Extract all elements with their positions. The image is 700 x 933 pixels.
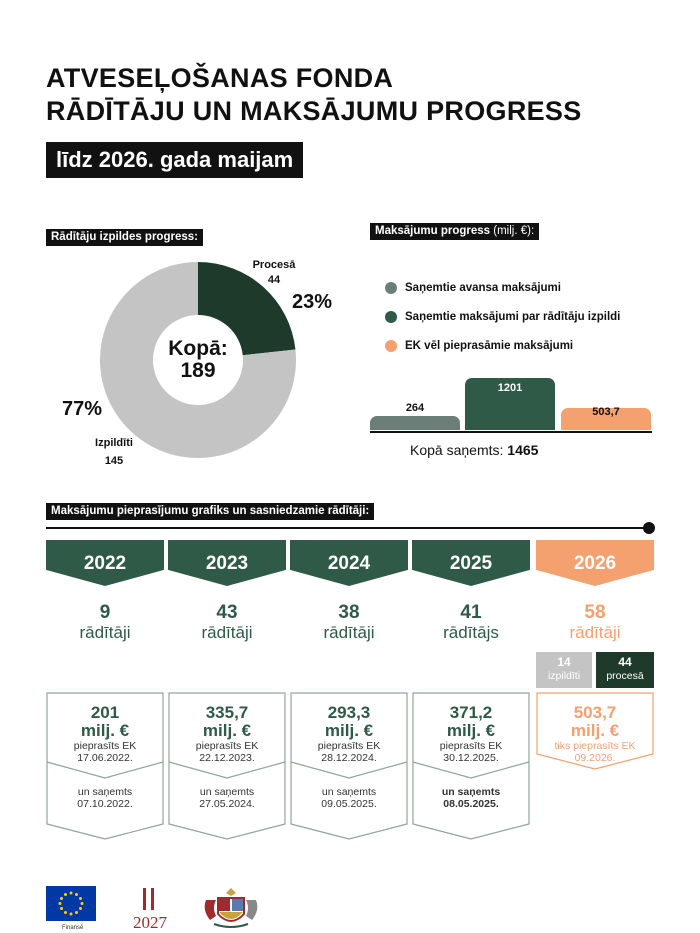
payment-amount-2026: 503,7 milj. € [570, 703, 620, 740]
payment-request-2026: tiks pieprasīts EK 09.2026. [554, 740, 636, 764]
payment-bar-pending [561, 408, 651, 430]
eu-flag-logo [46, 886, 96, 921]
schedule-section-label: Maksājumu pieprasījumu grafiks un sasnie… [46, 503, 375, 520]
split-completed-label: izpildīti [547, 670, 581, 682]
legend-dot-pending [385, 340, 397, 352]
split-completed-box: 14 izpildīti [536, 652, 592, 688]
payment-request-2025: pieprasīts EK 30.12.2025. [439, 740, 503, 764]
in-progress-count: 44 [267, 274, 281, 286]
payments-label-text: Maksājumu progress [375, 225, 491, 237]
payments-total-label: Kopā saņemts: [410, 442, 504, 458]
completed-count: 145 [104, 455, 124, 467]
indicator-count-2023: 43 [216, 602, 238, 623]
in-progress-label: Procesā 44 [246, 258, 302, 288]
title-line-1: ATVESEĻOŠANAS FONDA [46, 63, 394, 93]
payment-request-2023: pieprasīts EK 22.12.2023. [195, 740, 259, 764]
year-box-2022: 2022 [46, 540, 164, 586]
year-box-2025: 2025 [412, 540, 530, 586]
payment-card-frame-2022 [46, 692, 164, 840]
legend-label-indicator-payments: Saņemtie maksājumi par rādītāju izpildi [405, 311, 621, 323]
payment-received-2025: un saņemts 08.05.2025. [441, 786, 501, 810]
payment-bar-label-pending: 503,7 [592, 406, 620, 418]
coat-of-arms-icon [204, 888, 258, 928]
split-in-progress-label: procesā [606, 670, 644, 682]
legend-item-advance: Saņemtie avansa maksājumi [385, 282, 561, 294]
split-completed-value: 14 [557, 655, 571, 669]
payment-card-frame-2026 [536, 692, 654, 770]
donut-slice-in-progress [198, 262, 296, 356]
logo-2027-icon: 2027 [133, 888, 168, 932]
payment-request-2022: pieprasīts EK 17.06.2022. [73, 740, 137, 764]
payment-card-frame-2024 [290, 692, 408, 840]
in-progress-percent: 23% [292, 291, 333, 313]
title-line-2: RĀDĪTĀJU UN MAKSĀJUMU PROGRESS [46, 96, 582, 126]
year-box-2026: 2026 [536, 540, 654, 586]
payment-request-2024: pieprasīts EK 28.12.2024. [317, 740, 381, 764]
payment-received-2024: un saņemts 09.05.2025. [321, 786, 377, 810]
completed-label: Izpildīti 145 [86, 436, 142, 469]
completed-percent: 77% [62, 398, 103, 420]
indicator-unit-2026: rādītāji [569, 623, 621, 642]
payment-amount-2025: 371,2 milj. € [446, 703, 496, 740]
donut-total-value: 189 [180, 359, 216, 382]
payment-amount-2023: 335,7 milj. € [202, 703, 252, 740]
indicators-donut-chart: Kopā: 189 [100, 262, 296, 458]
payment-bar-label-indicator-payments: 1201 [497, 382, 523, 394]
donut-center: Kopā: 189 [100, 262, 296, 458]
in-progress-label-text: Procesā [252, 259, 296, 271]
payment-card-2022: 201 milj. € pieprasīts EK 17.06.2022. un saņ… [46, 692, 164, 840]
indicator-count-2026: 58 [584, 602, 606, 623]
payment-amount-2024: 293,3 milj. € [324, 703, 374, 740]
payment-card-2023: 335,7 milj. € pieprasīts EK 22.12.2023. un s… [168, 692, 286, 840]
indicator-unit-2025: rādītājs [443, 623, 499, 642]
payment-received-2022: un saņemts 07.10.2022. [77, 786, 133, 810]
split-in-progress-value: 44 [618, 655, 632, 669]
year-box-2024: 2024 [290, 540, 408, 586]
payment-received-2023: un saņemts 27.05.2024. [199, 786, 255, 810]
svg-text:2027: 2027 [133, 913, 168, 932]
timeline-line [46, 527, 650, 529]
page-subtitle: līdz 2026. gada maijam [46, 142, 304, 178]
payments-section-label: Maksājumu progress (milj. €): [370, 223, 540, 240]
indicator-count-2025: 41 [460, 602, 482, 623]
legend-dot-advance [385, 282, 397, 294]
payment-bar-indicator-payments [465, 378, 555, 430]
donut-total-label: Kopā: [168, 337, 228, 360]
payments-baseline [370, 431, 652, 433]
indicator-count-2024: 38 [338, 602, 360, 623]
payment-card-frame-2023 [168, 692, 286, 840]
payment-card-2025: 371,2 milj. € pieprasīts EK 30.12.2025. un s… [412, 692, 530, 840]
eu-caption: Finansē [62, 925, 84, 931]
indicator-count-2022: 9 [99, 602, 111, 623]
split-in-progress-box: 44 procesā [596, 652, 654, 688]
legend-label-advance: Saņemtie avansa maksājumi [405, 282, 561, 294]
payments-total-value: 1465 [507, 442, 539, 458]
donut-slice-completed [100, 262, 296, 458]
latvia-coat-of-arms-logo [200, 884, 262, 930]
legend-item-indicator-payments: Saņemtie maksājumi par rādītāju izpildi [385, 311, 620, 323]
page-title: ATVESEĻOŠANAS FONDA RĀDĪTĀJU UN MAKSĀJUM… [46, 62, 686, 128]
indicator-unit-2022: rādītāji [79, 623, 131, 642]
payment-card-2026: 503,7 milj. € tiks pieprasīts EK 09.2026. [536, 692, 654, 840]
completed-label-text: Izpildīti [95, 437, 133, 449]
payment-bar-advance [370, 416, 460, 430]
payment-amount-2022: 201 milj. € [80, 703, 130, 740]
eu-stars-icon [58, 891, 84, 916]
indicators-section-label: Rādītāju izpildes progress: [46, 229, 203, 246]
donut-svg [100, 262, 296, 458]
timeline-end-dot [643, 522, 655, 534]
indicator-unit-2023: rādītāji [201, 623, 253, 642]
indicator-unit-2024: rādītāji [323, 623, 375, 642]
payment-card-2024: 293,3 milj. € pieprasīts EK 28.12.2024. un s… [290, 692, 408, 840]
latvia-2027-logo: 2027 [126, 886, 174, 932]
year-box-2023: 2023 [168, 540, 286, 586]
legend-dot-indicator-payments [385, 311, 397, 323]
legend-label-pending: EK vēl pieprasāmie maksājumi [405, 340, 574, 352]
payment-card-frame-2025 [412, 692, 530, 840]
payments-label-unit: (milj. €): [493, 225, 535, 237]
payments-total: Kopā saņemts: 1465 [410, 442, 538, 458]
legend-item-pending: EK vēl pieprasāmie maksājumi [385, 340, 573, 352]
payment-bar-label-advance: 264 [405, 402, 425, 414]
